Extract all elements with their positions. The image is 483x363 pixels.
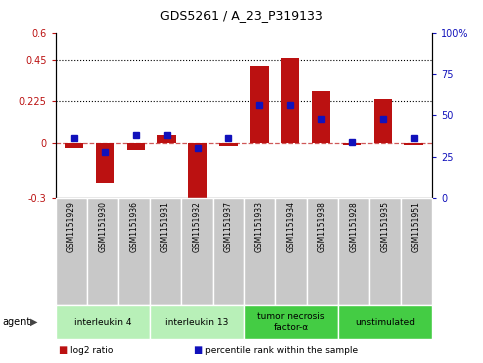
Bar (65, 143, 84, 148)
Bar (219, 143, 238, 146)
Bar (96, 143, 114, 183)
Bar (281, 58, 299, 143)
Text: GSM1151937: GSM1151937 (224, 201, 233, 252)
Text: unstimulated: unstimulated (355, 318, 415, 327)
Text: interleukin 4: interleukin 4 (74, 318, 131, 327)
Bar (157, 135, 176, 143)
Text: percentile rank within the sample: percentile rank within the sample (205, 346, 358, 355)
Text: GSM1151932: GSM1151932 (192, 201, 201, 252)
Text: log2 ratio: log2 ratio (70, 346, 114, 355)
Text: GSM1151929: GSM1151929 (67, 201, 76, 252)
Text: GSM1151928: GSM1151928 (349, 201, 358, 252)
Text: GDS5261 / A_23_P319133: GDS5261 / A_23_P319133 (160, 9, 323, 22)
Text: ■: ■ (58, 345, 67, 355)
Text: tumor necrosis
factor-α: tumor necrosis factor-α (257, 313, 325, 332)
Text: GSM1151935: GSM1151935 (381, 201, 390, 252)
Bar (404, 143, 423, 144)
Text: GSM1151933: GSM1151933 (255, 201, 264, 252)
Text: ▶: ▶ (30, 317, 38, 327)
Text: GSM1151934: GSM1151934 (286, 201, 296, 252)
Bar (343, 143, 361, 144)
Text: interleukin 13: interleukin 13 (165, 318, 228, 327)
Bar (312, 91, 330, 143)
Text: GSM1151936: GSM1151936 (129, 201, 139, 252)
Bar (374, 99, 392, 143)
Text: GSM1151931: GSM1151931 (161, 201, 170, 252)
Text: GSM1151938: GSM1151938 (318, 201, 327, 252)
Text: ■: ■ (193, 345, 202, 355)
Bar (250, 66, 269, 143)
Bar (188, 143, 207, 201)
Text: GSM1151951: GSM1151951 (412, 201, 421, 252)
Bar (127, 143, 145, 150)
Text: agent: agent (2, 317, 30, 327)
Text: GSM1151930: GSM1151930 (98, 201, 107, 252)
